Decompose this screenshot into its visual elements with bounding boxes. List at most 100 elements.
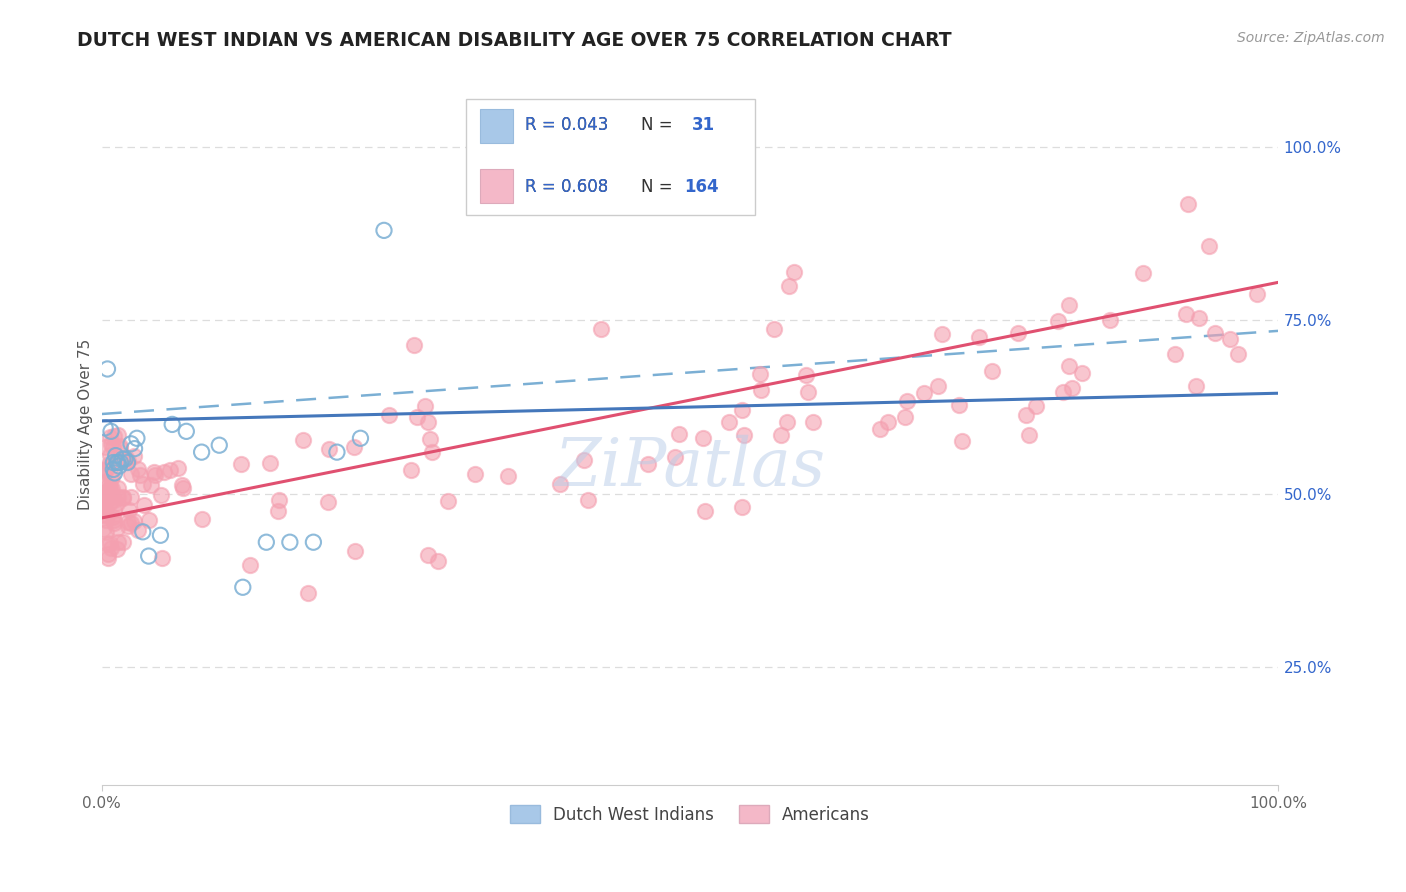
Point [731, 500, 754, 514]
Point [96, 508, 118, 522]
Point [100, 425, 122, 439]
Point [419, 432, 441, 446]
Point [326, 445, 349, 459]
Text: R = 0.608: R = 0.608 [526, 178, 609, 195]
Point [436, 493, 458, 508]
Point [170, 477, 193, 491]
Point [548, 477, 571, 491]
Point [91, 500, 114, 514]
Point [150, 550, 173, 565]
Point [94, 421, 117, 435]
Point [132, 477, 155, 491]
Point [93, 462, 115, 476]
Point [770, 428, 793, 442]
Text: N =: N = [641, 116, 672, 135]
Point [134, 498, 156, 512]
Text: R = 0.043: R = 0.043 [526, 116, 609, 135]
Point [138, 549, 160, 563]
Point [718, 415, 741, 429]
Point [208, 438, 231, 452]
Point [104, 449, 127, 463]
Point [316, 494, 339, 508]
Point [110, 441, 132, 455]
Point [101, 482, 124, 496]
Point [97, 479, 120, 493]
Text: R = 0.608: R = 0.608 [526, 178, 609, 195]
Point [1060, 381, 1083, 395]
Point [267, 492, 290, 507]
Point [693, 503, 716, 517]
Point [1057, 359, 1080, 373]
Point [96, 491, 118, 505]
Y-axis label: Disability Age Over 75: Disability Age Over 75 [79, 339, 93, 510]
Point [239, 558, 262, 573]
Text: Source: ZipAtlas.com: Source: ZipAtlas.com [1237, 31, 1385, 45]
Point [97, 487, 120, 501]
Point [94, 465, 117, 479]
Point [464, 467, 486, 481]
Point [576, 492, 599, 507]
Point [153, 465, 176, 479]
Point [668, 426, 690, 441]
Point [637, 457, 659, 471]
Point [149, 528, 172, 542]
Point [1188, 311, 1211, 326]
Point [93, 489, 115, 503]
Point [291, 433, 314, 447]
Point [100, 541, 122, 556]
Point [124, 442, 146, 456]
Point [1018, 428, 1040, 442]
Point [103, 503, 125, 517]
Point [91, 508, 114, 523]
Text: N =: N = [641, 178, 672, 195]
Point [107, 481, 129, 495]
Point [405, 410, 427, 425]
Text: 164: 164 [685, 178, 718, 195]
Point [980, 364, 1002, 378]
Point [1071, 366, 1094, 380]
Point [98, 481, 121, 495]
Point [302, 535, 325, 549]
Point [103, 516, 125, 530]
Point [278, 535, 301, 549]
Point [107, 496, 129, 510]
Point [93, 498, 115, 512]
Point [117, 515, 139, 529]
Point [692, 431, 714, 445]
Point [103, 429, 125, 443]
Point [127, 462, 149, 476]
Point [143, 466, 166, 480]
Point [1099, 313, 1122, 327]
Point [172, 481, 194, 495]
Point [402, 338, 425, 352]
Point [105, 542, 128, 557]
Point [120, 467, 142, 482]
Point [94, 525, 117, 540]
Point [98, 536, 121, 550]
Point [112, 534, 135, 549]
Point [783, 265, 806, 279]
Point [107, 427, 129, 442]
Legend: Dutch West Indians, Americans: Dutch West Indians, Americans [503, 798, 877, 830]
Point [1052, 384, 1074, 399]
Point [373, 223, 395, 237]
Point [232, 580, 254, 594]
Point [150, 488, 173, 502]
Point [1204, 326, 1226, 340]
Point [93, 463, 115, 477]
Point [733, 428, 755, 442]
Point [94, 513, 117, 527]
Point [762, 322, 785, 336]
Text: R = 0.043: R = 0.043 [526, 116, 609, 135]
Point [122, 514, 145, 528]
Point [794, 368, 817, 382]
Point [105, 456, 128, 470]
Point [416, 549, 439, 563]
Point [103, 509, 125, 524]
Point [91, 485, 114, 500]
Point [103, 456, 125, 470]
Point [1246, 286, 1268, 301]
Point [107, 535, 129, 549]
Point [107, 490, 129, 504]
Point [416, 415, 439, 429]
